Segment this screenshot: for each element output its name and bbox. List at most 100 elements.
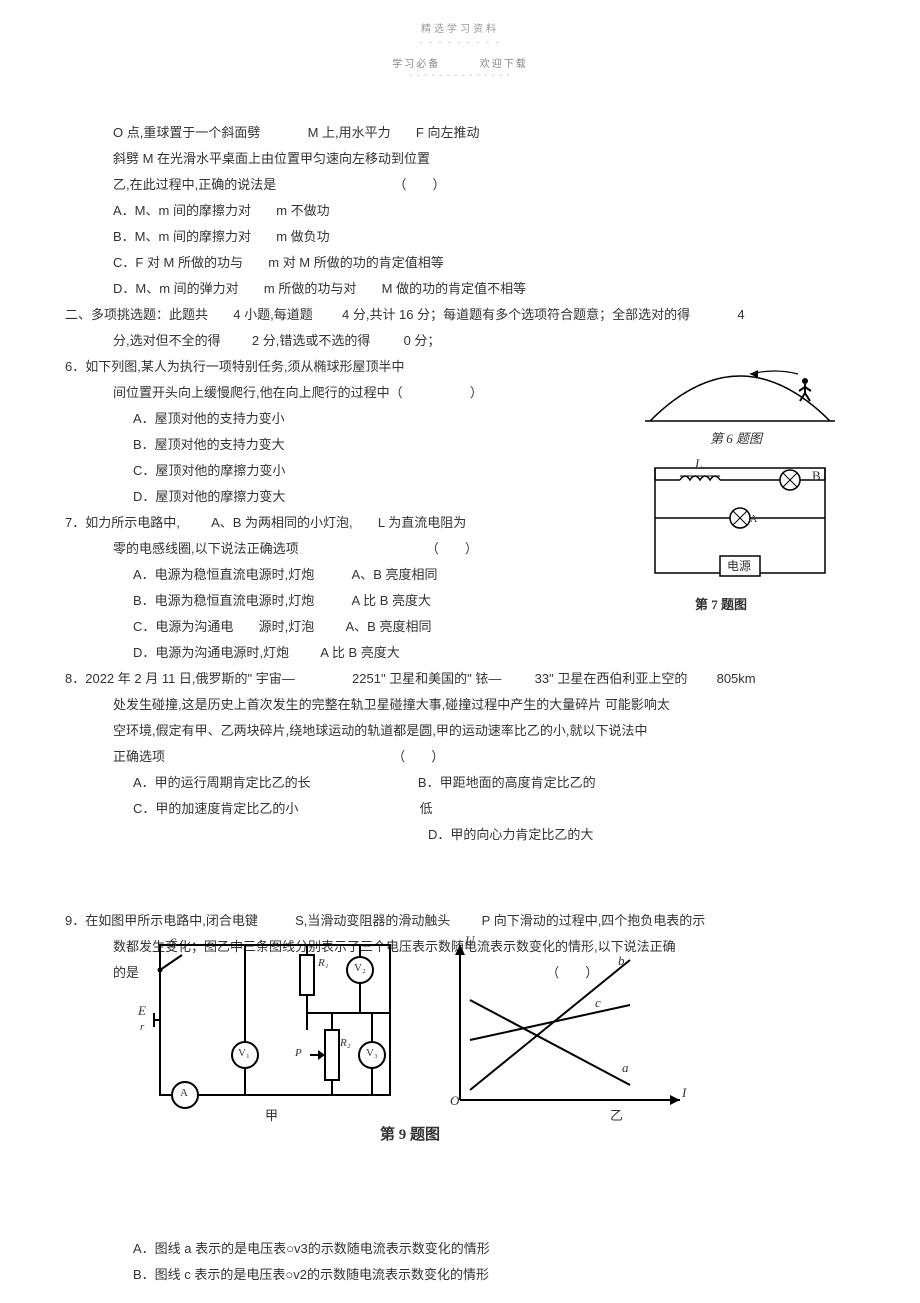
q5-optA-b: m 不做功 (276, 203, 329, 218)
q8-l4a: 正确选项 (113, 749, 165, 764)
q9-l3a: 的是 (113, 965, 139, 980)
q7-optB-a: B．电源为稳恒直流电源时,灯炮 (133, 593, 314, 608)
q9-optA: A．图线 a 表示的是电压表○v3的示数随电流表示数变化的情形 (65, 1236, 855, 1262)
q9-V2-label: V₂ (354, 962, 366, 974)
q7-optD-a: D．电源为沟通电源时,灯炮 (133, 645, 289, 660)
q5-optC: C．F 对 M 所做的功与 m 对 M 所做的功的肯定值相等 (65, 250, 855, 276)
q8-l1c: 33" 卫星在西伯利亚上空的 (535, 671, 688, 686)
q5-l3a: 乙,在此过程中,正确的说法是 (113, 177, 276, 192)
q9-l1b: S,当滑动变阻器的滑动触头 (295, 913, 450, 928)
q7-optA-a: A．电源为稳恒直流电源时,灯炮 (133, 567, 314, 582)
q9-figure: S E r A V₁ R₁ V₂ P R₂ V₃ 甲 U I O b c a 乙… (150, 935, 700, 1145)
header-sub-left: 学习必备 (392, 59, 440, 70)
q5-optB-b: m 做负功 (276, 229, 329, 244)
q7-src-label: 电源 (727, 557, 751, 574)
header-sub: 学习必备 欢迎下载 (0, 55, 920, 70)
q5-l1b: M 上,用水平力 (308, 125, 391, 140)
q6-l2b: ） (470, 385, 483, 400)
q5-optD-b: m 所做的功与对 (264, 281, 356, 296)
section2-line2: 分,选对但不全的得 2 分,错选或不选的得 0 分； (65, 328, 855, 354)
q8-line2: 处发生碰撞,这是历史上首次发生的完整在轨卫星碰撞大事,碰撞过程中产生的大量碎片 … (65, 692, 855, 718)
q6-l2a: 间位置开头向上缓慢爬行,他在向上爬行的过程中（ (113, 385, 403, 400)
q8-optDrow: D．甲的向心力肯定比乙的大 (65, 822, 855, 848)
q9-A-label: A (180, 1087, 188, 1099)
q9-V3-label: V₃ (366, 1047, 378, 1059)
q9-optB: B．图线 c 表示的是电压表○v2的示数随电流表示数变化的情形 (65, 1262, 855, 1288)
q5-optC-b: m 对 M 所做的功的肯定值相等 (268, 255, 444, 270)
header-top-dash: - - - - - - - - - (0, 37, 920, 47)
q9-O-label: O (450, 1093, 459, 1109)
q5-optA-a: A．M、m 间的摩擦力对 (113, 203, 251, 218)
q5-optD: D．M、m 间的弹力对 m 所做的功与对 M 做的功的肯定值不相等 (65, 276, 855, 302)
sec2-l2c: 0 分； (404, 333, 441, 348)
q6-figure: 第 6 题图 (640, 356, 840, 446)
q8-line3: 空环境,假定有甲、乙两块碎片,绕地球运动的轨道都是圆,甲的运动速率比乙的小,就以… (65, 718, 855, 744)
q9-r-label: r (140, 1021, 144, 1033)
q5-optA: A．M、m 间的摩擦力对 m 不做功 (65, 198, 855, 224)
q5-optD-c: M 做的功的肯定值不相等 (382, 281, 526, 296)
q5-optD-a: D．M、m 间的弹力对 (113, 281, 239, 296)
q9-l1c: P 向下滑动的过程中,四个抱负电表的示 (482, 913, 706, 928)
q8-optD: D．甲的向心力肯定比乙的大 (428, 827, 593, 842)
q7-A-label: A (750, 514, 757, 525)
header-sub-right: 欢迎下载 (480, 59, 528, 70)
section2-header: 二、多项挑选题：此题共 4 小题,每道题 4 分,共计 16 分；每道题有多个选… (65, 302, 855, 328)
q9-b-label: b (618, 953, 625, 969)
q9-P-label: P (295, 1047, 302, 1059)
sec2-l1c: 4 分,共计 16 分；每道题有多个选项符合题意；全部选对的得 (342, 307, 690, 322)
q7-optC: C．电源为沟通电 源时,灯泡 A、B 亮度相同 (65, 614, 855, 640)
q9-U-label: U (465, 933, 474, 949)
q9-jia-label: 甲 (265, 1105, 278, 1124)
q5-optB: B．M、m 间的摩擦力对 m 做负功 (65, 224, 855, 250)
q9-E-label: E (138, 1003, 146, 1019)
q7-L-label: L (695, 456, 702, 472)
q6-figure-label: 第 6 题图 (710, 428, 762, 447)
q7-optC-a: C．电源为沟通电 (133, 619, 233, 634)
sec2-l2b: 2 分,错选或不选的得 (252, 333, 370, 348)
sec2-l1b: 4 小题,每道题 (233, 307, 312, 322)
q8-optB-b: 低 (420, 801, 433, 816)
q5-line1: O 点,重球置于一个斜面劈 M 上,用水平力 F 向左推动 (65, 120, 855, 146)
q5-optB-a: B．M、m 间的摩擦力对 (113, 229, 251, 244)
q5-line2: 斜劈 M 在光滑水平桌面上由位置甲匀速向左移动到位置 (65, 146, 855, 172)
q9-figure-label: 第 9 题图 (380, 1123, 440, 1144)
q7-figure: L B A 电源 第 7 题图 (640, 458, 840, 613)
header-sub-dash: - - - - - - - - - - - - - - (0, 70, 920, 80)
q8-l1b: 2251" 卫星和美国的" 铱— (352, 671, 501, 686)
q7-optC-b: 源时,灯泡 (259, 619, 315, 634)
q8-l1d: 805km (717, 671, 756, 686)
q8-optAB: A．甲的运行周期肯定比乙的长 B．甲距地面的高度肯定比乙的 (65, 770, 855, 796)
q7-optD: D．电源为沟通电源时,灯炮 A 比 B 亮度大 (65, 640, 855, 666)
q7-l1b: A、B 为两相同的小灯泡, (211, 515, 353, 530)
header-top: 精选学习资料 (0, 0, 920, 35)
sec2-l2a: 分,选对但不全的得 (113, 333, 221, 348)
q7-B-label: B (812, 468, 821, 484)
sec2-l1d: 4 (737, 307, 744, 322)
q5-optC-a: C．F 对 M 所做的功与 (113, 255, 243, 270)
q7-figure-label: 第 7 题图 (695, 594, 747, 613)
q9-R2-label: R₂ (340, 1037, 351, 1049)
q9-a-label: a (622, 1060, 629, 1076)
q7-l2b: （ ） (426, 541, 478, 556)
q7-optB-b: A 比 B 亮度大 (352, 593, 431, 608)
q5-l1c: F 向左推动 (416, 125, 480, 140)
q7-optD-b: A 比 B 亮度大 (320, 645, 399, 660)
q5-l1a: O 点,重球置于一个斜面劈 (113, 125, 260, 140)
q7-l1a: 7．如力所示电路中, (65, 515, 180, 530)
q8-l1a: 8．2022 年 2 月 11 日,俄罗斯的" 宇宙— (65, 671, 295, 686)
q9-V1-label: V₁ (238, 1047, 250, 1059)
q8-optC: C．甲的加速度肯定比乙的小 (133, 801, 298, 816)
q5-line3: 乙,在此过程中,正确的说法是 （ ） (65, 172, 855, 198)
q9-c-label: c (595, 995, 601, 1011)
q9-S-label: S (170, 935, 177, 951)
q7-l1c: L 为直流电阻为 (378, 515, 466, 530)
q7-optC-c: A、B 亮度相同 (346, 619, 432, 634)
q9-line1: 9．在如图甲所示电路中,闭合电键 S,当滑动变阻器的滑动触头 P 向下滑动的过程… (65, 908, 855, 934)
q9-yi-label: 乙 (610, 1105, 623, 1124)
q8-line4: 正确选项 （ ） (65, 744, 855, 770)
q7-l2a: 零的电感线圈,以下说法正确选项 (113, 541, 299, 556)
q5-l3b: （ ） (393, 177, 445, 192)
q8-optB-a: B．甲距地面的高度肯定比乙的 (418, 775, 596, 790)
q8-optA: A．甲的运行周期肯定比乙的长 (133, 775, 311, 790)
q8-l4b: （ ） (392, 749, 444, 764)
